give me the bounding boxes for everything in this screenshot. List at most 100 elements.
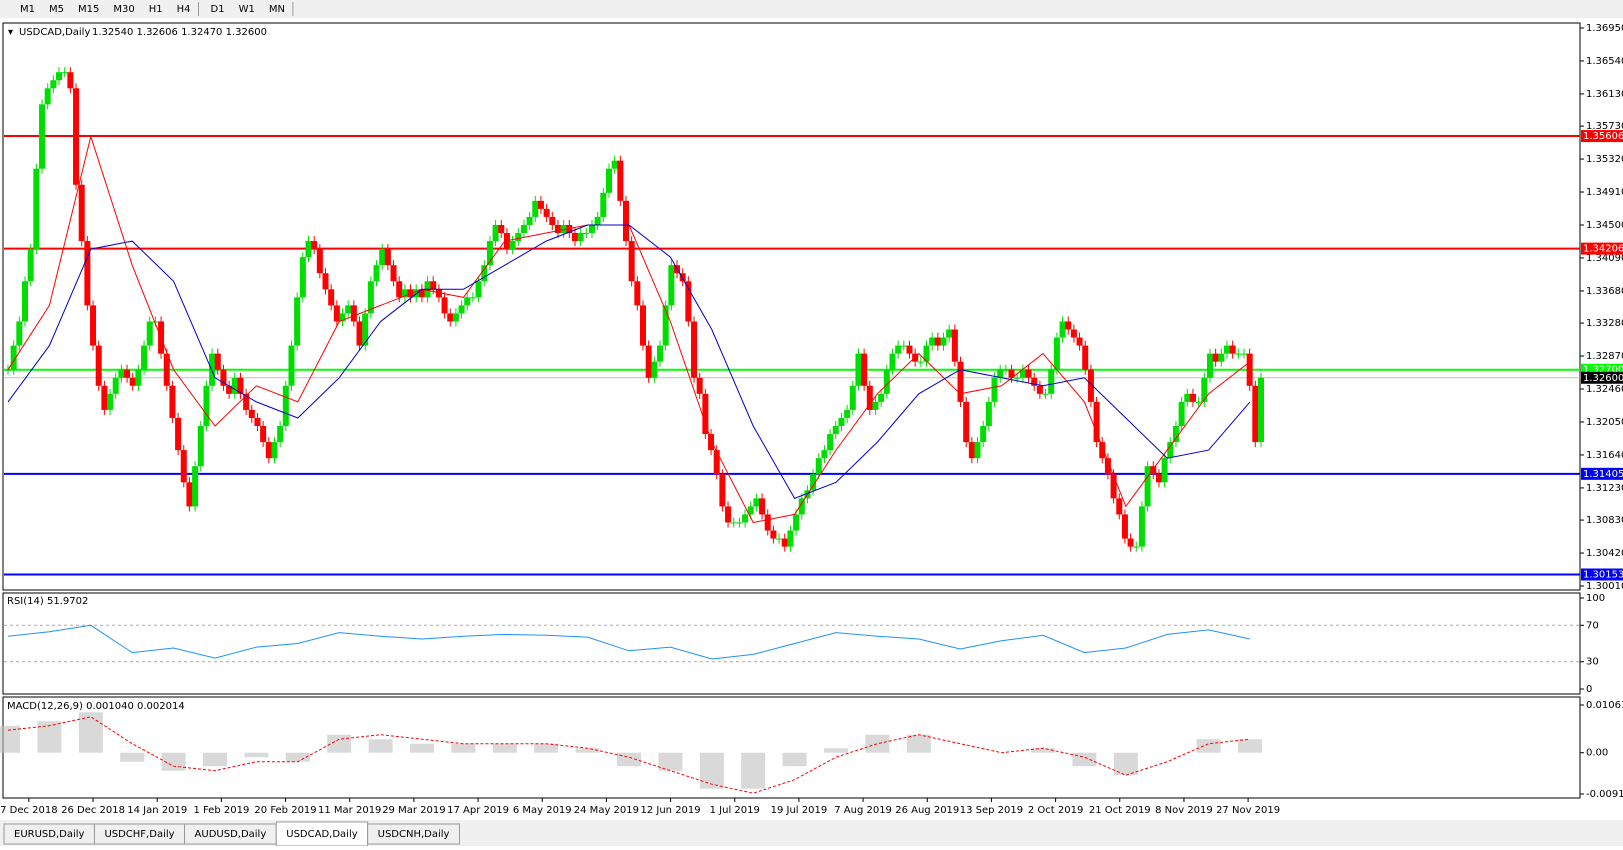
candle	[1121, 514, 1128, 539]
x-tick-label: 26 Aug 2019	[895, 805, 959, 816]
candle	[418, 289, 425, 298]
macd-signal	[7, 716, 1251, 794]
level-tag-label: 1.35606	[1583, 131, 1623, 142]
candle	[447, 313, 454, 322]
candle	[169, 385, 176, 418]
candle	[390, 265, 397, 282]
macd-bar	[534, 743, 559, 753]
candle	[537, 200, 544, 209]
candle	[84, 241, 91, 306]
candle	[1070, 329, 1077, 338]
macd-bar	[741, 752, 766, 789]
timeframe-button[interactable]: D1	[211, 4, 225, 15]
timeframe-button[interactable]: M5	[49, 4, 64, 15]
timeframe-button[interactable]: H1	[149, 4, 163, 15]
candle	[1093, 401, 1100, 443]
macd-bar	[410, 743, 434, 753]
candle	[1048, 369, 1055, 394]
candle	[793, 514, 800, 531]
candle	[39, 104, 46, 169]
timeframe-button[interactable]: M1	[20, 4, 35, 15]
candle	[583, 233, 590, 235]
level-tag	[1581, 130, 1623, 143]
candle	[985, 401, 992, 426]
timeframe-button[interactable]: H4	[177, 4, 191, 15]
candle	[776, 538, 783, 540]
x-tick-label: 17 Apr 2019	[447, 805, 509, 816]
candle	[1223, 345, 1230, 354]
tab-label[interactable]: AUDUSD,Daily	[195, 829, 267, 840]
timeframe-button[interactable]: M30	[113, 4, 134, 15]
price-tick-label: 1.30010	[1586, 581, 1623, 592]
x-tick-label: 7 Aug 2019	[834, 805, 892, 816]
candle	[838, 417, 845, 426]
price-tick-label: 1.35320	[1586, 154, 1623, 165]
candle	[95, 345, 102, 386]
candle	[787, 530, 794, 547]
candle	[640, 305, 647, 346]
candle	[180, 450, 187, 483]
candle	[844, 409, 851, 418]
tab-label[interactable]: USDCNH,Daily	[378, 829, 450, 840]
tab[interactable]	[367, 823, 460, 845]
candle	[736, 522, 743, 524]
candle	[1110, 474, 1117, 499]
macd-panel	[2, 696, 1581, 799]
timeframe-button[interactable]: M15	[78, 4, 99, 15]
macd-bar	[161, 752, 186, 771]
tab[interactable]	[275, 821, 369, 847]
x-tick-label: 1 Jul 2019	[710, 805, 760, 816]
candle	[861, 353, 868, 386]
timeframe-button[interactable]: W1	[239, 4, 255, 15]
candle	[379, 249, 386, 266]
tab-label[interactable]: USDCAD,Daily	[286, 829, 357, 840]
candle	[373, 265, 380, 282]
candle	[946, 329, 953, 338]
candle	[305, 241, 312, 258]
macd-bar	[492, 743, 517, 753]
ma-blue	[7, 224, 1251, 500]
candle	[747, 506, 754, 515]
candle	[520, 224, 527, 234]
x-tick-label: 14 Jan 2019	[127, 805, 187, 816]
timeframe-button[interactable]: MN	[269, 4, 285, 15]
candle	[1116, 498, 1123, 515]
tab-label[interactable]: EURUSD,Daily	[14, 829, 85, 840]
macd-bar	[575, 748, 600, 753]
candle	[1014, 377, 1021, 379]
x-tick-label: 12 Jun 2019	[640, 805, 700, 816]
rsi-tick-label: 30	[1586, 657, 1599, 668]
candle	[243, 393, 250, 410]
tab-label[interactable]: USDCHF,Daily	[104, 829, 174, 840]
candle	[605, 168, 612, 193]
price-tick-label: 1.30420	[1586, 548, 1623, 559]
candle	[452, 313, 459, 322]
candle	[662, 305, 669, 346]
candle	[231, 377, 238, 394]
price-tick-label: 1.34090	[1586, 253, 1623, 264]
current-price-label: 1.32600	[1583, 373, 1623, 384]
candle	[600, 192, 607, 217]
candle	[498, 224, 505, 234]
candle	[112, 377, 119, 394]
candle	[1127, 538, 1134, 547]
candle	[1059, 321, 1066, 338]
candle	[1178, 401, 1185, 426]
candle	[668, 265, 675, 306]
candle	[73, 88, 80, 185]
candle	[56, 72, 63, 81]
candle	[1042, 393, 1049, 395]
candle	[549, 216, 556, 225]
candle	[1246, 353, 1253, 386]
candle	[1201, 377, 1208, 402]
candle	[350, 305, 357, 322]
candle	[1218, 353, 1225, 362]
main-panel	[2, 22, 1581, 591]
rsi-tick-label: 70	[1586, 620, 1599, 631]
candle	[708, 434, 715, 451]
candle	[832, 425, 839, 435]
candle	[464, 297, 471, 306]
candle	[622, 200, 629, 242]
